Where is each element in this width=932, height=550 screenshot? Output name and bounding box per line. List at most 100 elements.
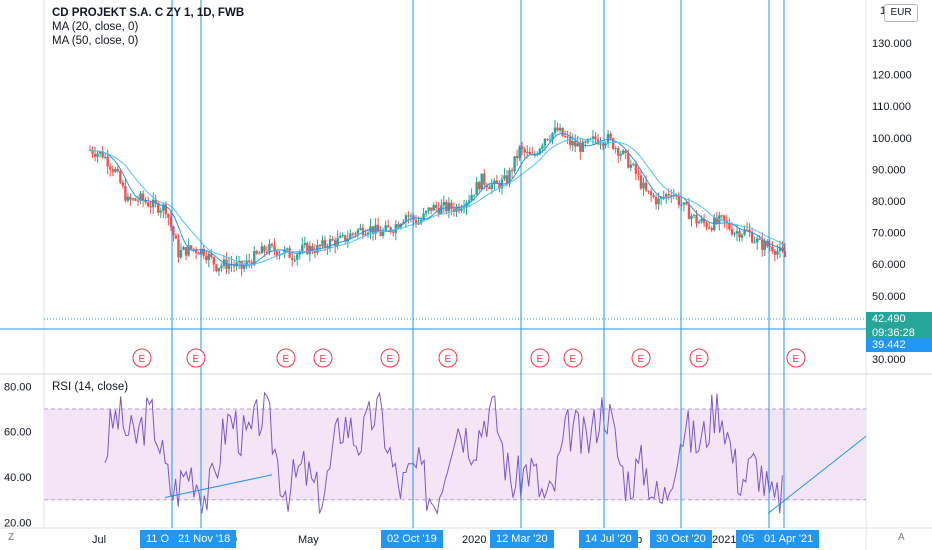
candle-body bbox=[515, 156, 519, 159]
price-tick-label: 80.000 bbox=[872, 196, 906, 208]
chart-legend: CD PROJEKT S.A. C ZY 1, 1D, FWB MA (20, … bbox=[52, 6, 244, 48]
candle-body bbox=[551, 132, 554, 140]
candle-body bbox=[164, 204, 168, 215]
candle-body bbox=[290, 257, 294, 260]
candle-body bbox=[326, 246, 329, 249]
candle-body bbox=[151, 199, 155, 208]
candle-body bbox=[435, 204, 438, 208]
candle-body bbox=[379, 231, 382, 237]
zoom-icon[interactable]: Z bbox=[8, 532, 15, 543]
candle-body bbox=[758, 238, 761, 240]
ma50-label[interactable]: MA (50, close, 0) bbox=[52, 35, 139, 47]
candle-body bbox=[293, 259, 296, 261]
candle-body bbox=[98, 151, 102, 154]
candle-body bbox=[536, 154, 539, 156]
candle-body bbox=[690, 215, 693, 220]
candle-body bbox=[553, 127, 557, 133]
candle-body bbox=[402, 221, 405, 224]
currency-button[interactable]: EUR bbox=[884, 4, 918, 22]
price-tick-label: 70.000 bbox=[872, 228, 906, 240]
candle-body bbox=[197, 252, 200, 255]
candle-body bbox=[270, 243, 274, 246]
candle-body bbox=[520, 146, 524, 149]
candle-body bbox=[498, 182, 501, 189]
candle-body bbox=[715, 217, 718, 223]
candle-body bbox=[364, 234, 367, 236]
candle-body bbox=[776, 251, 779, 255]
candle-body bbox=[576, 143, 579, 147]
candle-body bbox=[131, 198, 135, 200]
earnings-marker bbox=[313, 348, 333, 368]
candle-body bbox=[692, 214, 696, 216]
candle-body bbox=[427, 207, 430, 211]
candle-body bbox=[728, 222, 731, 230]
candle-body bbox=[215, 264, 218, 272]
candle-body bbox=[472, 194, 476, 196]
candle-body bbox=[202, 248, 205, 256]
candle-body bbox=[546, 138, 549, 140]
earnings-marker-label: E bbox=[570, 354, 577, 365]
candle-body bbox=[321, 240, 324, 247]
earnings-marker bbox=[186, 348, 206, 368]
candle-body bbox=[697, 221, 701, 224]
ma20-line bbox=[89, 132, 786, 267]
moving-average-lines bbox=[89, 132, 786, 267]
candle-body bbox=[753, 242, 756, 244]
candle-body bbox=[136, 200, 140, 202]
candle-body bbox=[533, 154, 536, 156]
earnings-marker-label: E bbox=[537, 354, 544, 365]
rsi-tick-label: 80.00 bbox=[4, 381, 32, 393]
candle-body bbox=[541, 145, 544, 149]
candle-body bbox=[349, 233, 352, 239]
candle-body bbox=[159, 210, 162, 213]
symbol-title[interactable]: CD PROJEKT S.A. C ZY 1, 1D, FWB bbox=[52, 7, 245, 19]
rsi-label[interactable]: RSI (14, close) bbox=[52, 381, 129, 393]
price-tick-label: 120.000 bbox=[872, 70, 912, 82]
candle-body bbox=[394, 224, 397, 233]
rsi-tick-label: 20.00 bbox=[4, 518, 32, 530]
earnings-marker-label: E bbox=[387, 354, 394, 365]
earnings-marker-label: E bbox=[445, 354, 452, 365]
candle-body bbox=[644, 182, 648, 191]
candle-body bbox=[169, 217, 173, 227]
candle-body bbox=[647, 190, 650, 192]
candle-body bbox=[508, 170, 511, 184]
candle-body bbox=[182, 247, 185, 251]
candle-body bbox=[207, 253, 210, 261]
date-tag: 21 Nov '18 bbox=[172, 530, 237, 548]
candle-body bbox=[561, 127, 564, 136]
candle-body bbox=[619, 153, 622, 156]
candle-body bbox=[306, 243, 309, 254]
candle-body bbox=[187, 245, 190, 256]
candle-body bbox=[538, 148, 542, 155]
candle-body bbox=[237, 260, 241, 263]
candle-body bbox=[705, 222, 708, 228]
candle-body bbox=[748, 229, 751, 233]
candle-body bbox=[432, 204, 435, 211]
candle-body bbox=[700, 219, 703, 222]
candle-body bbox=[101, 151, 104, 158]
candle-body bbox=[121, 182, 125, 186]
candle-body bbox=[109, 166, 112, 170]
candle-body bbox=[144, 200, 147, 203]
candle-body bbox=[255, 251, 258, 254]
candle-body bbox=[768, 246, 772, 248]
time-tick-label: Jul bbox=[92, 534, 106, 546]
candle-body bbox=[283, 249, 286, 254]
date-tag: 01 Apr '21 bbox=[758, 530, 820, 548]
auto-scale-icon[interactable]: A bbox=[898, 532, 905, 543]
time-tick-label: May bbox=[298, 534, 319, 546]
candle-body bbox=[649, 191, 653, 196]
candle-body bbox=[604, 143, 607, 146]
candle-body bbox=[503, 175, 506, 180]
candle-body bbox=[526, 151, 529, 153]
candle-body bbox=[654, 197, 658, 205]
candle-body bbox=[528, 151, 531, 155]
candle-body bbox=[548, 139, 552, 141]
candle-body bbox=[761, 239, 764, 250]
earnings-marker bbox=[786, 348, 806, 368]
ma20-label[interactable]: MA (20, close, 0) bbox=[52, 21, 139, 33]
candle-body bbox=[563, 135, 567, 137]
candle-body bbox=[162, 204, 165, 211]
